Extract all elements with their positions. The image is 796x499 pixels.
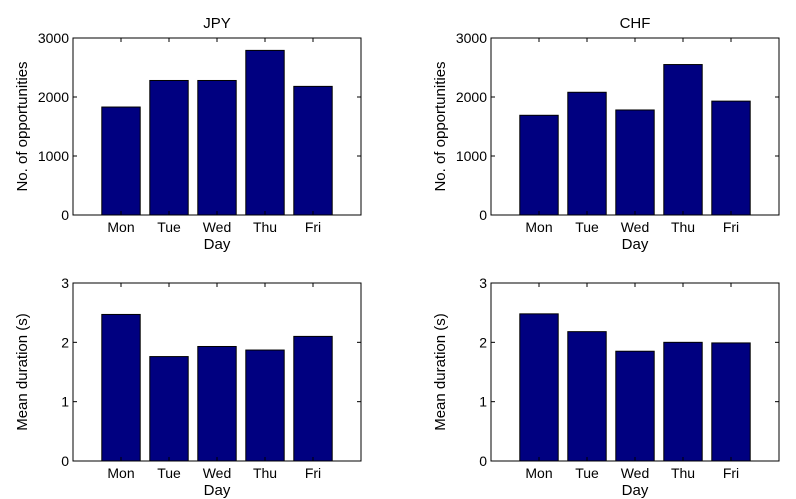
x-tick-label: Mon — [107, 219, 134, 235]
x-axis-label: Day — [204, 236, 231, 253]
panel-title: CHF — [620, 15, 651, 32]
bar-thu — [663, 341, 703, 462]
bar-thu — [663, 64, 703, 216]
bar-wed — [197, 345, 237, 462]
x-axis-label: Day — [204, 482, 231, 499]
x-tick-label: Tue — [575, 219, 599, 235]
y-tick-label: 0 — [61, 453, 69, 469]
x-axis-label: Day — [622, 482, 649, 499]
y-tick-label: 1 — [479, 394, 487, 410]
x-tick-label: Fri — [305, 465, 321, 481]
bar-mon — [101, 106, 141, 216]
x-tick-label: Wed — [203, 465, 232, 481]
x-tick-label: Thu — [253, 219, 277, 235]
y-axis-label: No. of opportunities — [14, 61, 31, 191]
chart-panel-jpy-opportunities: Mon Tue Wed Thu Fri 0 1000 2000 3000 Day No. of op… — [14, 15, 362, 253]
y-axis-label: Mean duration (s) — [432, 313, 449, 431]
y-tick-label: 3 — [61, 275, 69, 291]
bar-wed — [197, 79, 237, 216]
bar-tue — [567, 91, 607, 216]
x-tick-label: Tue — [575, 465, 599, 481]
panel-title: JPY — [203, 15, 231, 32]
bar-thu — [245, 49, 285, 216]
y-tick-label: 3000 — [456, 30, 487, 46]
bar-mon — [519, 114, 559, 216]
y-tick-label: 2000 — [456, 89, 487, 105]
y-tick-label: 0 — [479, 207, 487, 223]
y-tick-label: 1 — [61, 394, 69, 410]
x-tick-label: Wed — [621, 219, 650, 235]
chart-panel-jpy-duration: Mon Tue Wed Thu Fri 0 1 2 3 Day Mean duration (s) — [14, 275, 362, 499]
x-tick-label: Thu — [253, 465, 277, 481]
x-tick-label: Mon — [107, 465, 134, 481]
x-tick-label: Tue — [157, 219, 181, 235]
y-axis-label: Mean duration (s) — [14, 313, 31, 431]
bar-tue — [567, 331, 607, 462]
y-tick-label: 0 — [61, 207, 69, 223]
x-tick-label: Thu — [671, 465, 695, 481]
bar-tue — [149, 356, 189, 462]
chart-panel-chf-opportunities: Mon Tue Wed Thu Fri 0 1000 2000 3000 Day No. of op… — [432, 15, 780, 253]
x-tick-label: Fri — [305, 219, 321, 235]
y-tick-label: 3 — [479, 275, 487, 291]
x-tick-label: Tue — [157, 465, 181, 481]
bar-fri — [711, 342, 751, 462]
y-axis-label: No. of opportunities — [432, 61, 449, 191]
bar-wed — [615, 350, 655, 462]
x-tick-label: Fri — [723, 465, 739, 481]
bar-fri — [293, 335, 333, 462]
x-tick-label: Wed — [203, 219, 232, 235]
y-tick-label: 3000 — [38, 30, 69, 46]
bar-mon — [519, 313, 559, 462]
bar-wed — [615, 109, 655, 216]
y-tick-label: 1000 — [456, 148, 487, 164]
x-tick-label: Wed — [621, 465, 650, 481]
y-tick-label: 2 — [61, 334, 69, 350]
x-tick-label: Fri — [723, 219, 739, 235]
x-tick-label: Mon — [525, 219, 552, 235]
bar-mon — [101, 313, 141, 462]
bar-fri — [293, 85, 333, 216]
bar-thu — [245, 349, 285, 462]
x-axis-label: Day — [622, 236, 649, 253]
y-tick-label: 2000 — [38, 89, 69, 105]
x-tick-label: Mon — [525, 465, 552, 481]
chart-panel-chf-duration: Mon Tue Wed Thu Fri 0 1 2 3 Day Mean duration (s) — [432, 275, 780, 499]
bar-fri — [711, 100, 751, 216]
y-tick-label: 1000 — [38, 148, 69, 164]
x-tick-label: Thu — [671, 219, 695, 235]
y-tick-label: 2 — [479, 334, 487, 350]
y-tick-label: 0 — [479, 453, 487, 469]
bar-tue — [149, 79, 189, 216]
